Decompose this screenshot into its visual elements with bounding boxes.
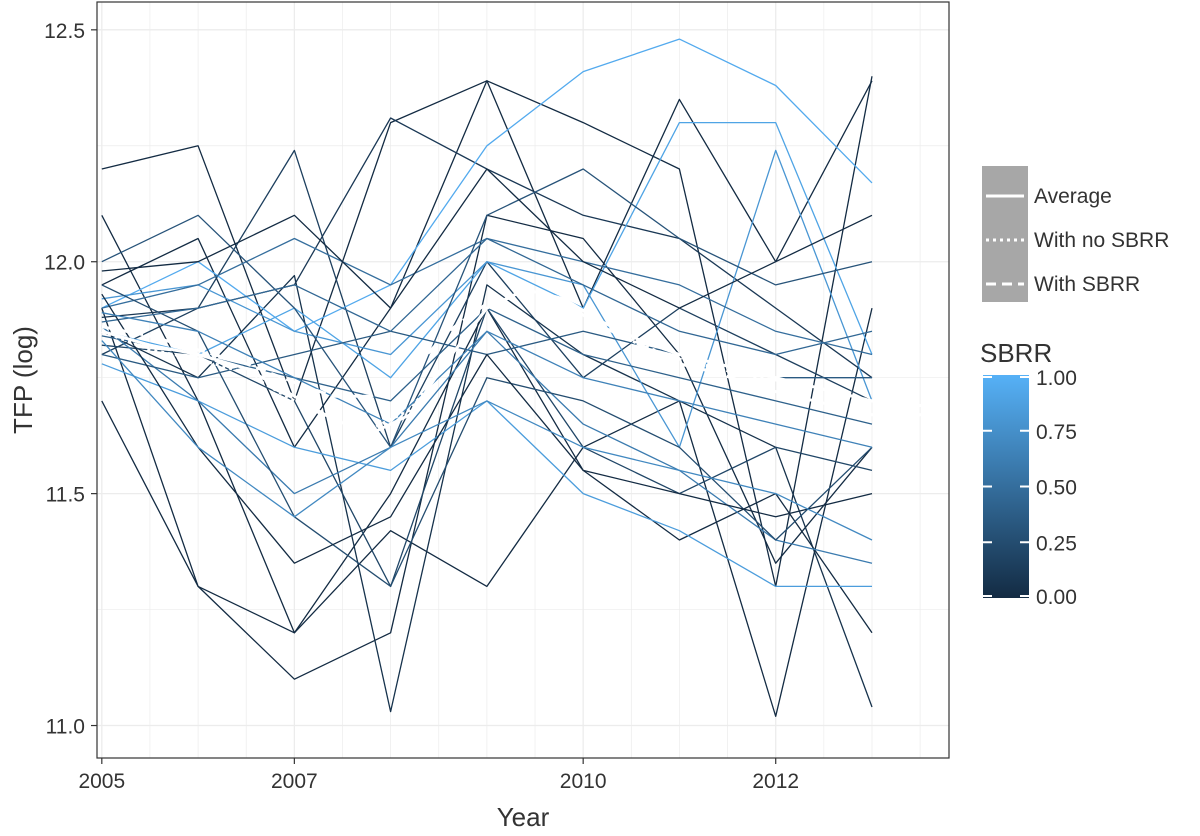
- colorbar-title: SBRR: [980, 338, 1052, 368]
- plot-panel-border: [96, 1, 950, 759]
- y-tick-label: 11.5: [46, 484, 85, 507]
- summary-series-lines: [101, 288, 949, 435]
- firm-series-line: [101, 168, 873, 309]
- x-axis-ticks: 2005 2007 2010 2012: [78, 758, 799, 793]
- summary-line-dashed: [101, 292, 949, 417]
- y-tick-label: 12.0: [44, 252, 85, 275]
- x-tick-label: 2007: [271, 770, 318, 793]
- firm-series-lines: [101, 38, 873, 717]
- firm-series-line: [101, 76, 873, 588]
- x-tick-label: 2010: [560, 770, 607, 793]
- colorbar-tick-label: 0.75: [1036, 421, 1077, 444]
- legend-label: With no SBRR: [1034, 229, 1169, 252]
- summary-line-solid: [101, 288, 949, 435]
- firm-series-line: [101, 312, 873, 448]
- x-tick-label: 2012: [752, 770, 799, 793]
- firm-series-line: [101, 274, 873, 713]
- firm-series-line: [101, 340, 873, 541]
- y-axis-title: TFP (log): [8, 326, 38, 434]
- colorbar-tick-label: 1.00: [1036, 367, 1077, 390]
- x-tick-label: 2005: [78, 770, 125, 793]
- legend-label: With SBRR: [1034, 273, 1140, 296]
- y-axis-ticks: 11.0 11.5 12.0 12.5: [44, 20, 97, 739]
- x-axis-title: Year: [497, 802, 550, 831]
- colorbar-tick-label: 0.50: [1036, 477, 1077, 500]
- colorbar-tick-label: 0.25: [1036, 532, 1077, 555]
- legend-label: Average: [1034, 185, 1112, 208]
- linetype-legend: Average With no SBRR With SBRR: [982, 166, 1169, 302]
- firm-series-line: [101, 237, 873, 356]
- y-tick-label: 12.5: [44, 20, 85, 43]
- firm-series-line: [101, 307, 873, 717]
- firm-series-line: [101, 293, 873, 564]
- firm-series-line: [101, 38, 873, 332]
- plot-panel: [97, 2, 949, 758]
- sbrr-colorbar: SBRR 1.00 0.75 0.50 0.25 0.00: [980, 338, 1077, 609]
- legend-key-background: [982, 166, 1028, 302]
- y-tick-label: 11.0: [46, 716, 85, 739]
- colorbar-tick-label: 0.00: [1036, 586, 1077, 609]
